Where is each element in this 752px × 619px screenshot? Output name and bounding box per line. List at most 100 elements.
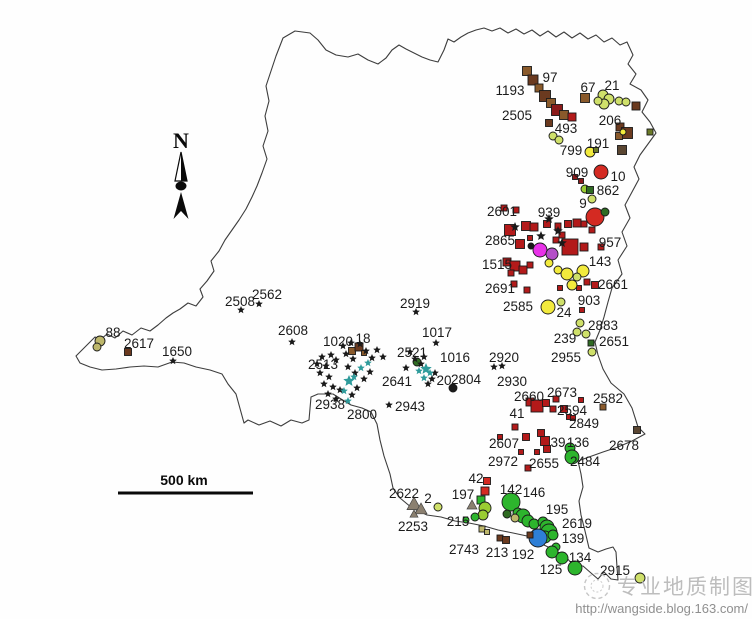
point-label: 1650 bbox=[162, 344, 192, 359]
circle-marker bbox=[634, 572, 646, 584]
square-marker bbox=[542, 399, 550, 407]
watermark-text: 专业地质制图 bbox=[617, 576, 752, 599]
star-marker bbox=[329, 383, 337, 391]
star-marker bbox=[510, 222, 520, 231]
point-label: 2253 bbox=[398, 519, 428, 534]
point-label: 206 bbox=[599, 113, 622, 128]
square-marker bbox=[526, 261, 534, 269]
point-label: 213 bbox=[486, 545, 509, 560]
point-label: 1020 bbox=[323, 334, 353, 349]
point-label: 2743 bbox=[449, 542, 479, 557]
star-marker bbox=[237, 306, 245, 314]
star-marker bbox=[351, 369, 359, 377]
point-label: 9 bbox=[579, 196, 587, 211]
point-label: 2919 bbox=[400, 296, 430, 311]
star-marker bbox=[344, 363, 352, 371]
circle-marker bbox=[572, 327, 582, 337]
star-marker bbox=[412, 308, 420, 316]
square-marker bbox=[615, 132, 623, 140]
square-marker bbox=[540, 436, 550, 446]
star-marker bbox=[344, 397, 352, 405]
circle-marker bbox=[528, 518, 540, 530]
point-label: 10 bbox=[610, 169, 625, 184]
square-marker bbox=[480, 486, 490, 496]
square-marker bbox=[580, 93, 590, 103]
north-arrow-dot-icon bbox=[175, 181, 187, 191]
star-marker bbox=[364, 359, 372, 367]
circle-marker bbox=[510, 513, 520, 523]
square-marker bbox=[580, 220, 588, 228]
square-marker bbox=[549, 405, 557, 413]
star-marker bbox=[490, 363, 498, 371]
square-marker bbox=[631, 101, 641, 111]
point-label: 2607 bbox=[489, 436, 519, 451]
square-marker bbox=[522, 433, 530, 441]
point-label: 2849 bbox=[569, 416, 599, 431]
point-label: 1016 bbox=[440, 350, 470, 365]
circle-marker bbox=[470, 512, 480, 522]
square-marker bbox=[552, 236, 560, 244]
square-marker bbox=[567, 112, 577, 122]
point-label: 2622 bbox=[389, 486, 419, 501]
circle-marker bbox=[593, 96, 603, 106]
square-marker bbox=[527, 74, 539, 86]
square-marker bbox=[518, 265, 528, 275]
square-marker bbox=[599, 403, 607, 411]
point-label: 799 bbox=[560, 143, 583, 158]
point-label: 2641 bbox=[382, 374, 412, 389]
star-marker bbox=[402, 364, 410, 372]
circle-marker bbox=[462, 516, 470, 524]
square-marker bbox=[484, 529, 490, 535]
star-marker bbox=[343, 375, 355, 386]
point-label: 2938 bbox=[315, 397, 345, 412]
square-marker bbox=[527, 235, 533, 241]
square-marker bbox=[583, 278, 591, 286]
star-marker bbox=[432, 339, 440, 347]
point-label: 1193 bbox=[495, 83, 524, 98]
star-marker bbox=[368, 354, 376, 362]
circle-marker bbox=[600, 207, 610, 217]
circle-marker bbox=[621, 97, 631, 107]
circle-marker bbox=[92, 342, 102, 352]
point-label: 2673 bbox=[547, 385, 577, 400]
circle-marker bbox=[585, 207, 605, 227]
star-marker bbox=[360, 375, 368, 383]
point-label: 493 bbox=[555, 121, 578, 136]
point-label: 2594 bbox=[557, 403, 588, 418]
star-marker bbox=[324, 390, 332, 398]
circle-marker bbox=[560, 267, 574, 281]
square-marker bbox=[579, 307, 585, 313]
point-label: 2930 bbox=[497, 374, 527, 389]
square-marker bbox=[515, 239, 525, 249]
square-marker bbox=[537, 429, 545, 437]
point-label: 2661 bbox=[598, 277, 628, 292]
north-arrow-upper-fill-icon bbox=[181, 152, 187, 181]
point-label: 2883 bbox=[588, 318, 618, 333]
watermark: 专业地质制图 http://wangside.blog.163.com/ bbox=[575, 572, 752, 616]
point-label: 2505 bbox=[502, 108, 532, 123]
square-marker bbox=[534, 449, 540, 455]
point-label: 2943 bbox=[395, 399, 425, 414]
watermark-logo-icon bbox=[583, 572, 611, 600]
point-label: 20 bbox=[436, 373, 451, 388]
star-marker bbox=[349, 355, 357, 363]
point-label: 2521 bbox=[397, 345, 427, 360]
point-label: 2972 bbox=[488, 454, 518, 469]
circle-marker bbox=[548, 131, 558, 141]
point-label: 1515 bbox=[482, 257, 512, 272]
square-marker bbox=[478, 525, 486, 533]
point-label: 215 bbox=[447, 514, 470, 529]
point-label: 97 bbox=[542, 70, 557, 85]
watermark-logo-inner-icon bbox=[590, 579, 604, 593]
square-marker bbox=[586, 186, 594, 194]
star-marker bbox=[332, 356, 340, 364]
circle-marker bbox=[581, 329, 591, 339]
circle-marker bbox=[545, 247, 559, 261]
watermark-url: http://wangside.blog.163.com/ bbox=[575, 601, 748, 616]
point-label: 2484 bbox=[570, 454, 601, 469]
square-marker bbox=[572, 218, 582, 228]
square-marker bbox=[521, 221, 531, 231]
square-marker bbox=[510, 280, 518, 288]
star-marker bbox=[385, 401, 393, 409]
point-label: 2608 bbox=[278, 323, 308, 338]
